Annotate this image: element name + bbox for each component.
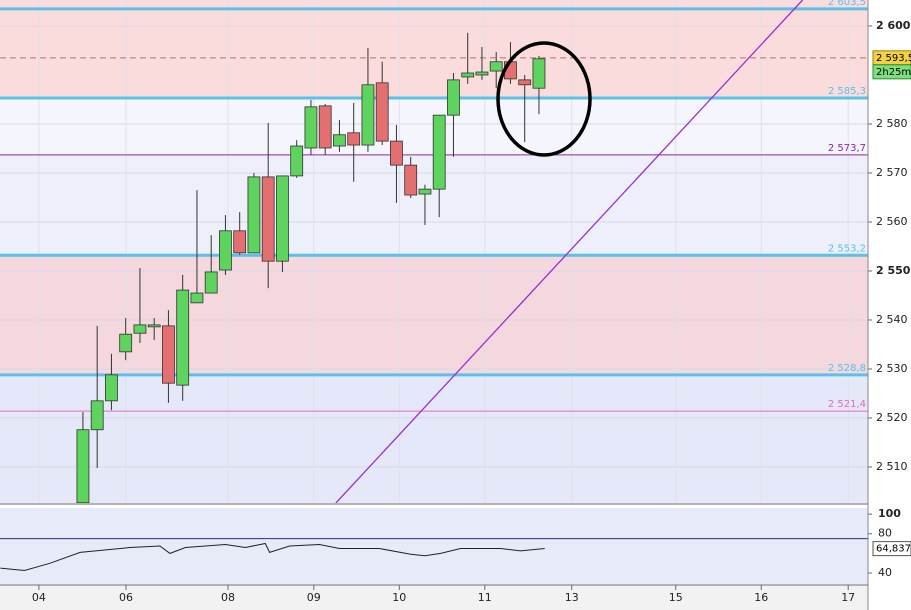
candle-body — [475, 71, 489, 76]
level-label: 2 521,4 — [828, 399, 866, 410]
candle-body — [133, 324, 147, 334]
highlight-circle — [496, 41, 592, 157]
timer-label: 2h25m — [876, 67, 911, 78]
candle-body — [432, 114, 446, 190]
timer-box — [872, 64, 911, 80]
current-price-label: 2 593,5 — [876, 53, 911, 64]
x-tick-label: 16 — [754, 591, 768, 604]
candle-body — [361, 84, 375, 146]
y-tick-label: 2 520 — [876, 411, 908, 424]
level-label: 2 573,7 — [828, 143, 866, 154]
x-tick-label: 10 — [392, 591, 406, 604]
indicator-tick-label: 40 — [878, 566, 892, 579]
zone — [0, 374, 868, 503]
indicator-line — [0, 542, 545, 572]
y-tick-label: 2 580 — [876, 117, 908, 130]
x-tick-label: 11 — [478, 591, 492, 604]
candle-body — [261, 176, 275, 262]
candle-body — [247, 176, 261, 254]
trendline — [335, 0, 804, 503]
indicator-pane — [0, 508, 868, 584]
candle-body — [162, 325, 175, 384]
level-label: 2 585,3 — [828, 86, 866, 97]
y-tick-label: 2 560 — [876, 215, 908, 228]
x-axis-area — [0, 586, 868, 610]
indicator-tick-label: 80 — [878, 527, 892, 540]
candle-body — [347, 132, 361, 146]
candle-body — [418, 188, 432, 195]
x-tick-label: 08 — [221, 591, 235, 604]
y-tick-label: 2 530 — [876, 362, 908, 375]
candle-body — [276, 175, 289, 262]
candle-body — [290, 145, 304, 177]
indicator-value-label: 64,837 — [876, 544, 911, 555]
y-tick-label: 2 540 — [876, 313, 908, 326]
zone — [0, 0, 868, 99]
zone — [0, 255, 868, 375]
candle-body — [105, 374, 118, 402]
level-label: 2 528,8 — [828, 363, 866, 374]
x-tick-label: 13 — [565, 591, 579, 604]
y-tick-label: 2 570 — [876, 166, 908, 179]
candle-body — [176, 289, 190, 386]
x-tick-label: 09 — [307, 591, 321, 604]
candle-body — [90, 400, 104, 431]
candle-body — [304, 106, 318, 149]
y-tick-label: 2 550 — [876, 264, 911, 277]
y-tick-label: 2 600 — [876, 19, 911, 32]
candle-body — [219, 230, 232, 271]
indicator-value-box — [872, 541, 911, 557]
candle-body — [375, 82, 389, 142]
candle-body — [461, 72, 475, 78]
candle-body — [333, 134, 346, 147]
candle-body — [532, 58, 546, 89]
candle-body — [447, 79, 460, 116]
x-tick-label: 15 — [669, 591, 683, 604]
candle-body — [204, 271, 218, 294]
candle-body — [119, 333, 133, 353]
candle-body — [404, 164, 418, 196]
candle-body — [489, 61, 503, 72]
level-label: 2 603,5 — [828, 0, 866, 8]
candle-body — [190, 292, 204, 304]
candle-body — [318, 105, 332, 149]
level-label: 2 553,2 — [828, 243, 866, 254]
indicator-tick-label: 100 — [878, 507, 901, 520]
x-tick-label: 17 — [841, 591, 855, 604]
candle-body — [390, 140, 403, 166]
candle-body — [518, 79, 532, 86]
candle-body — [76, 429, 90, 503]
candle-body — [233, 230, 247, 254]
candle-body — [147, 324, 161, 328]
x-tick-label: 04 — [32, 591, 46, 604]
y-tick-label: 2 510 — [876, 460, 908, 473]
x-tick-label: 06 — [119, 591, 133, 604]
